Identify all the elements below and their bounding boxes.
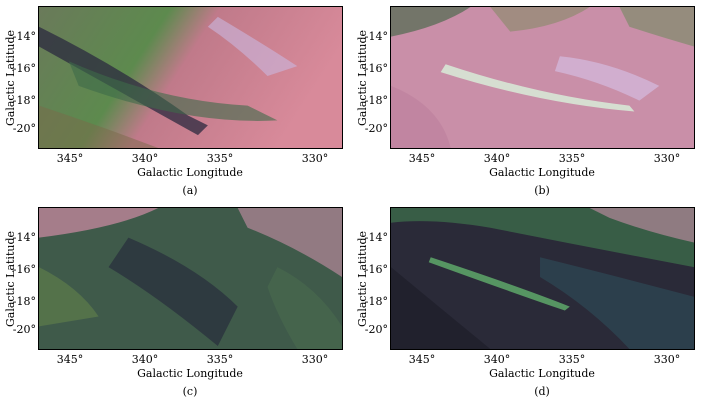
y-tick: -20° [12, 122, 36, 135]
sky-map-image [390, 207, 695, 350]
y-axis-label: Galactic Latitude [356, 230, 369, 328]
x-tick: 340° [483, 353, 511, 366]
x-axis-label: Galactic Longitude [489, 166, 595, 179]
y-tick: -18° [364, 295, 388, 308]
x-axis-label: Galactic Longitude [137, 166, 243, 179]
x-tick: 335° [206, 353, 234, 366]
y-axis-label: Galactic Latitude [4, 230, 17, 328]
x-tick: 330° [301, 353, 329, 366]
x-axis-label: Galactic Longitude [489, 367, 595, 380]
y-tick: -16° [12, 62, 36, 75]
y-tick: -18° [364, 94, 388, 107]
sky-map-image [390, 6, 695, 149]
x-tick: 340° [131, 152, 159, 165]
y-tick: -18° [12, 295, 36, 308]
y-axis-label: Galactic Latitude [4, 29, 17, 127]
y-tick: -20° [364, 323, 388, 336]
y-tick: -14° [12, 231, 36, 244]
panel-c: Galactic Latitude -14° -16° -18° -20° 34… [0, 201, 352, 402]
y-tick: -20° [364, 122, 388, 135]
panel-a: Galactic Latitude -14° -16° -18° -20° 34… [0, 0, 352, 201]
x-tick: 345° [56, 353, 84, 366]
y-tick: -16° [364, 263, 388, 276]
x-tick: 330° [653, 152, 681, 165]
x-tick: 340° [131, 353, 159, 366]
x-tick: 340° [483, 152, 511, 165]
panel-b: Galactic Latitude -14° -16° -18° -20° 34… [352, 0, 704, 201]
panel-caption: (a) [182, 184, 198, 197]
y-tick: -14° [364, 231, 388, 244]
x-tick: 345° [408, 353, 436, 366]
y-tick: -14° [364, 30, 388, 43]
panel-caption: (c) [182, 385, 198, 398]
x-tick: 335° [558, 353, 586, 366]
x-tick: 330° [301, 152, 329, 165]
x-tick: 330° [653, 353, 681, 366]
y-axis-label: Galactic Latitude [356, 29, 369, 127]
sky-map-image [38, 207, 343, 350]
y-tick: -16° [364, 62, 388, 75]
panel-caption: (b) [534, 184, 550, 197]
x-tick: 345° [408, 152, 436, 165]
x-tick: 335° [558, 152, 586, 165]
x-tick: 345° [56, 152, 84, 165]
y-tick: -16° [12, 263, 36, 276]
panel-caption: (d) [534, 385, 550, 398]
x-axis-label: Galactic Longitude [137, 367, 243, 380]
panel-d: Galactic Latitude -14° -16° -18° -20° 34… [352, 201, 704, 402]
y-tick: -18° [12, 94, 36, 107]
y-tick: -20° [12, 323, 36, 336]
x-tick: 335° [206, 152, 234, 165]
sky-map-image [38, 6, 343, 149]
y-tick: -14° [12, 30, 36, 43]
